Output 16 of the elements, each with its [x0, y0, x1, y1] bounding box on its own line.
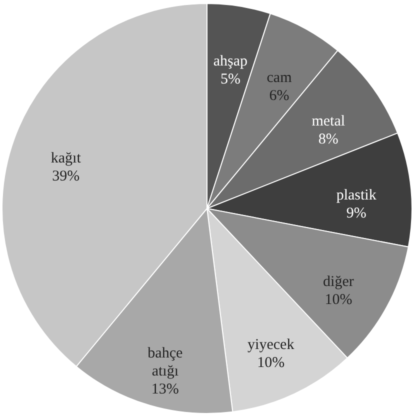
slice-label: cam: [266, 70, 292, 86]
data-label: 10%: [324, 292, 352, 308]
slice-label: ahşap: [213, 53, 248, 70]
slice-label: yiyecek: [248, 337, 295, 354]
slice-label: plastik: [336, 187, 377, 204]
slice-label: kağıt: [50, 150, 82, 167]
data-label: 6%: [269, 88, 290, 104]
data-label: 10%: [257, 355, 285, 372]
slice-label: diğer: [323, 274, 354, 290]
slice-label: bahçe atığı: [148, 346, 183, 380]
data-label: 5%: [220, 71, 240, 88]
data-label: 39%: [52, 168, 80, 185]
data-label: 13%: [151, 382, 179, 398]
data-label: 8%: [318, 131, 338, 148]
data-label: 9%: [346, 205, 366, 222]
slice-label: metal: [312, 113, 346, 130]
